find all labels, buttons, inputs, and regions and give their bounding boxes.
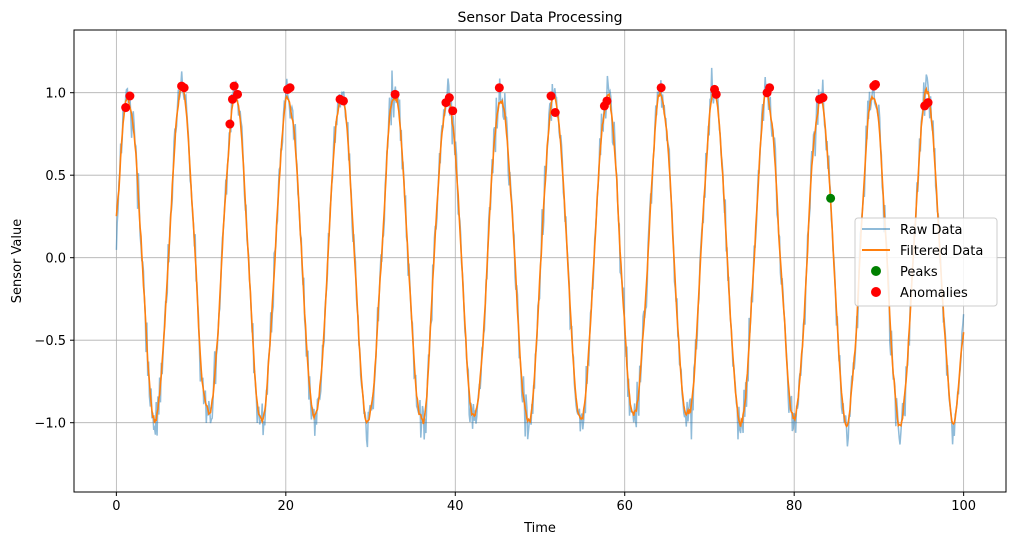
- anomaly-point: [125, 91, 135, 101]
- anomaly-point: [225, 119, 235, 129]
- anomaly-point: [711, 89, 721, 99]
- peak-point: [826, 193, 836, 203]
- legend-box: [854, 217, 998, 307]
- x-tick-label: 80: [786, 499, 803, 514]
- anomaly-point: [390, 89, 400, 99]
- legend: Raw Data Filtered Data Peaks Anomalies: [854, 217, 998, 307]
- x-tick-label: 20: [278, 499, 295, 514]
- anomaly-point: [448, 106, 458, 116]
- anomaly-point: [546, 91, 556, 101]
- anomaly-point: [871, 79, 881, 89]
- anomaly-point: [233, 89, 243, 99]
- x-tick-label: 40: [447, 499, 464, 514]
- legend-label-raw: Raw Data: [900, 223, 963, 238]
- legend-label-anomalies: Anomalies: [900, 286, 968, 301]
- anomaly-point: [229, 81, 239, 91]
- legend-swatch-peaks: [871, 266, 881, 276]
- x-tick-label: 100: [951, 499, 976, 514]
- legend-swatch-anomalies: [871, 287, 881, 297]
- series-layer: [115, 67, 965, 448]
- y-tick-label: −1.0: [34, 417, 66, 432]
- anomaly-points: [121, 79, 933, 129]
- peak-points: [826, 193, 836, 203]
- axes-frame: [73, 29, 1007, 493]
- anomaly-point: [494, 83, 504, 93]
- x-tick-label: 60: [616, 499, 633, 514]
- anomaly-point: [444, 93, 454, 103]
- anomaly-point: [765, 83, 775, 93]
- chart-title: Sensor Data Processing: [457, 10, 622, 26]
- anomaly-point: [121, 103, 131, 113]
- y-tick-label: 0.5: [45, 169, 66, 184]
- x-tick-label: 0: [112, 499, 120, 514]
- ticks: 0 20 40 60 80 100 −1.0 −0.5 0.0 0.5 1.0: [34, 87, 976, 514]
- y-tick-label: −0.5: [34, 334, 66, 349]
- anomaly-point: [656, 83, 666, 93]
- anomaly-point: [923, 98, 933, 108]
- anomaly-point: [550, 108, 560, 117]
- anomaly-point: [179, 83, 189, 93]
- legend-label-filtered: Filtered Data: [900, 244, 983, 259]
- anomaly-point: [338, 96, 348, 106]
- grid: [74, 30, 1006, 492]
- y-tick-label: 0.0: [45, 252, 66, 267]
- anomaly-point: [285, 83, 295, 93]
- x-axis-label: Time: [523, 521, 556, 536]
- anomaly-point: [602, 96, 612, 106]
- legend-label-peaks: Peaks: [900, 265, 938, 280]
- anomaly-point: [818, 93, 828, 103]
- y-tick-label: 1.0: [45, 87, 66, 102]
- y-axis-label: Sensor Value: [10, 219, 25, 303]
